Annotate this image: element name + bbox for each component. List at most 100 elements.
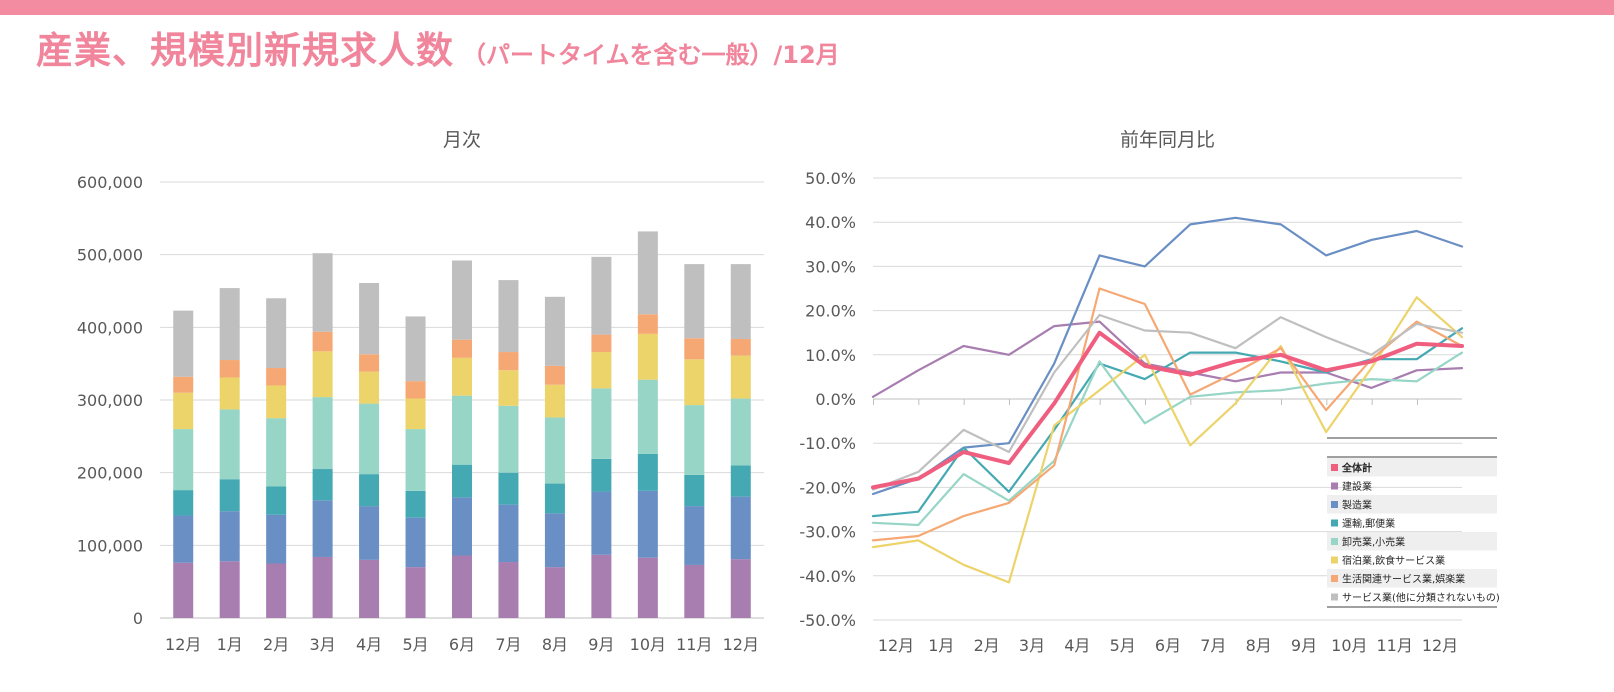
bar-segment [498, 280, 519, 353]
legend-swatch [1331, 482, 1338, 490]
bar-segment [730, 465, 751, 497]
bar-segment [266, 298, 287, 369]
bar-x-tick-label: 7月 [495, 635, 521, 654]
bar-segment [452, 339, 472, 358]
line-y-tick-label: -10.0% [799, 434, 856, 453]
bar-segment [637, 557, 658, 618]
bar-segment [637, 379, 658, 454]
bar-segment [312, 253, 333, 332]
line-y-tick-label: 0.0% [815, 390, 856, 409]
bar-segment [452, 555, 472, 618]
bar-segment [637, 314, 658, 334]
bar-x-tick-label: 9月 [588, 635, 614, 654]
legend-swatch [1331, 519, 1338, 527]
bar-y-tick-label: 100,000 [77, 536, 143, 555]
bar-segment [219, 561, 240, 618]
bar-segment [219, 409, 240, 480]
bar-segment [173, 310, 194, 377]
line-y-tick-label: 20.0% [805, 302, 856, 321]
bar-segment [684, 474, 705, 507]
bar-segment [266, 486, 287, 515]
bar-x-tick-label: 5月 [402, 635, 428, 654]
line-x-tick-label: 2月 [974, 636, 1000, 655]
line-x-tick-label: 5月 [1110, 636, 1136, 655]
line-y-tick-label: -20.0% [799, 478, 856, 497]
top-accent-bar [0, 0, 1614, 15]
bar-segment [591, 491, 612, 555]
bar-segment [498, 405, 519, 473]
bar-segment [591, 554, 612, 618]
bar-segment [359, 506, 380, 560]
line-x-tick-label: 12月 [878, 636, 914, 655]
legend-row-background [1327, 495, 1497, 514]
bar-segment [730, 338, 751, 356]
bar-segment [219, 360, 240, 378]
bar-segment [173, 490, 194, 516]
bar-x-tick-label: 3月 [310, 635, 336, 654]
bar-x-tick-label: 12月 [723, 635, 759, 654]
legend-swatch [1331, 501, 1338, 508]
legend-label: 卸売業,小売業 [1342, 536, 1405, 549]
bar-segment [452, 395, 472, 465]
bar-segment [452, 497, 472, 556]
bar-segment [219, 511, 240, 562]
legend-label: 全体計 [1341, 462, 1372, 475]
legend-label: 運輸,郵便業 [1342, 517, 1395, 530]
legend-label: 宿泊業,飲食サービス業 [1342, 554, 1445, 567]
bar-segment [637, 333, 658, 380]
line-series [871, 287, 1464, 542]
bar-segment [359, 354, 380, 372]
bar-segment [730, 398, 751, 466]
bar-segment [312, 500, 333, 557]
legend-label: サービス業(他に分類されないもの) [1342, 591, 1500, 604]
bar-segment [544, 384, 565, 418]
bar-segment [312, 351, 333, 398]
legend-swatch [1331, 556, 1338, 564]
bar-segment [637, 490, 658, 558]
bar-segment [684, 506, 705, 565]
bar-segment [173, 562, 194, 618]
line-series [871, 216, 1464, 496]
line-x-tick-label: 7月 [1200, 636, 1226, 655]
bar-x-tick-label: 10月 [630, 635, 666, 654]
legend-swatch [1331, 593, 1338, 601]
bar-segment [498, 370, 519, 406]
legend-swatch [1331, 464, 1338, 471]
bar-segment [684, 359, 705, 406]
line-x-tick-label: 12月 [1422, 636, 1458, 655]
bar-segment [730, 264, 751, 339]
bar-x-tick-label: 2月 [263, 635, 289, 654]
bar-segment [684, 405, 705, 475]
bar-segment [591, 352, 612, 389]
line-y-tick-label: -50.0% [799, 611, 856, 630]
line-x-tick-label: 11月 [1376, 636, 1412, 655]
bar-segment [219, 377, 240, 410]
bar-segment [219, 479, 240, 512]
bar-y-tick-label: 500,000 [77, 246, 143, 265]
bar-segment [405, 517, 426, 568]
bar-segment [544, 296, 565, 366]
bar-segment [405, 429, 426, 491]
bar-segment [591, 256, 612, 335]
line-x-tick-label: 9月 [1291, 636, 1317, 655]
bar-segment [312, 556, 333, 618]
line-series [871, 296, 1464, 584]
bar-segment [591, 334, 612, 353]
bar-segment [173, 515, 194, 563]
legend-label: 建設業 [1342, 480, 1372, 493]
legend-swatch [1331, 538, 1338, 545]
line-y-tick-label: 50.0% [805, 169, 856, 188]
bar-segment [312, 397, 333, 470]
line-x-tick-label: 6月 [1155, 636, 1181, 655]
line-series [871, 320, 1464, 398]
page-title: 産業、規模別新規求人数 （パートタイムを含む一般）/12月 [36, 20, 840, 72]
bar-segment [359, 371, 380, 404]
line-chart-title: 前年同月比 [1120, 129, 1215, 151]
bar-segment [266, 368, 287, 386]
legend-label: 製造業 [1342, 499, 1372, 512]
bar-segment [637, 231, 658, 315]
legend-row-background [1327, 458, 1497, 477]
bar-x-tick-label: 12月 [165, 635, 201, 654]
line-x-tick-label: 10月 [1331, 636, 1367, 655]
